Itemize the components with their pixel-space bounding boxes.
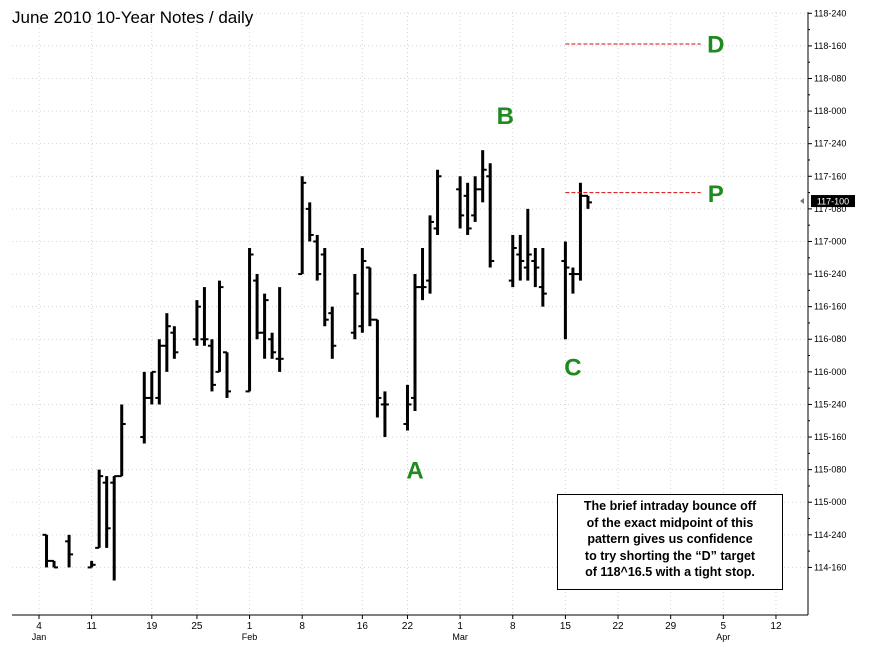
y-tick-label: 117-240 <box>814 139 846 149</box>
last-price-label: 117-100 <box>817 197 849 207</box>
x-month-label: Mar <box>452 632 468 642</box>
point-label-a: A <box>406 458 423 485</box>
y-tick-label: 118-000 <box>814 106 846 116</box>
point-label-b: B <box>497 103 514 130</box>
target-levels <box>565 43 701 194</box>
y-tick-label: 116-000 <box>814 367 846 377</box>
y-tick-label: 115-080 <box>814 465 846 475</box>
x-tick-label: 25 <box>191 621 203 632</box>
y-tick-label: 117-080 <box>814 204 846 214</box>
y-tick-label: 117-000 <box>814 236 846 246</box>
note-line: pattern gives us confidence <box>587 532 753 546</box>
x-tick-label: 22 <box>612 621 624 632</box>
x-tick-label: 8 <box>510 621 516 632</box>
x-tick-label: 1 <box>247 621 253 632</box>
x-tick-label: 4 <box>36 621 42 632</box>
x-tick-label: 19 <box>146 621 158 632</box>
chart-title: June 2010 10-Year Notes / daily <box>12 8 254 27</box>
ohlc-bars <box>42 150 592 581</box>
point-label-d: D <box>707 31 724 58</box>
y-tick-label: 117-160 <box>814 171 846 181</box>
x-tick-label: 8 <box>299 621 305 632</box>
x-month-label: Feb <box>242 632 258 642</box>
y-tick-label: 118-080 <box>814 73 846 83</box>
point-label-c: C <box>564 355 581 382</box>
y-tick-label: 114-240 <box>814 530 846 540</box>
chart-axes: 114-160 114-240 115-000 115-080 115-160 115-2… <box>12 8 855 642</box>
annotation-note: The brief intraday bounce off of the exa… <box>557 494 783 590</box>
note-line: The brief intraday bounce off <box>583 499 757 513</box>
y-tick-label: 116-080 <box>814 334 846 344</box>
x-tick-label: 22 <box>402 621 414 632</box>
note-line: of the exact midpoint of this <box>586 515 754 530</box>
x-tick-label: 16 <box>357 621 369 632</box>
y-tick-label: 115-240 <box>814 399 846 409</box>
last-price-arrow-icon <box>800 198 804 205</box>
x-month-label: Jan <box>32 632 47 642</box>
x-tick-label: 15 <box>560 621 572 632</box>
y-tick-label: 116-160 <box>814 302 846 312</box>
x-month-label: Apr <box>716 632 730 642</box>
note-line: of 118^16.5 with a tight stop. <box>585 565 755 579</box>
x-tick-label: 29 <box>665 621 677 632</box>
y-tick-label: 115-160 <box>814 432 846 442</box>
point-label-p: P <box>708 181 724 208</box>
y-tick-label: 115-000 <box>814 497 846 507</box>
pattern-point-labels: A B C D P <box>406 31 724 484</box>
y-tick-label: 116-240 <box>814 269 846 279</box>
x-tick-label: 1 <box>457 621 463 632</box>
y-tick-label: 118-240 <box>814 8 846 18</box>
x-tick-label: 5 <box>721 621 727 632</box>
note-line: to try shorting the “D” target <box>584 548 756 563</box>
x-tick-label: 12 <box>770 621 782 632</box>
x-tick-label: 11 <box>86 621 97 632</box>
y-tick-label: 118-160 <box>814 41 846 51</box>
y-tick-label: 114-160 <box>814 562 846 572</box>
last-price-badge <box>811 195 855 208</box>
